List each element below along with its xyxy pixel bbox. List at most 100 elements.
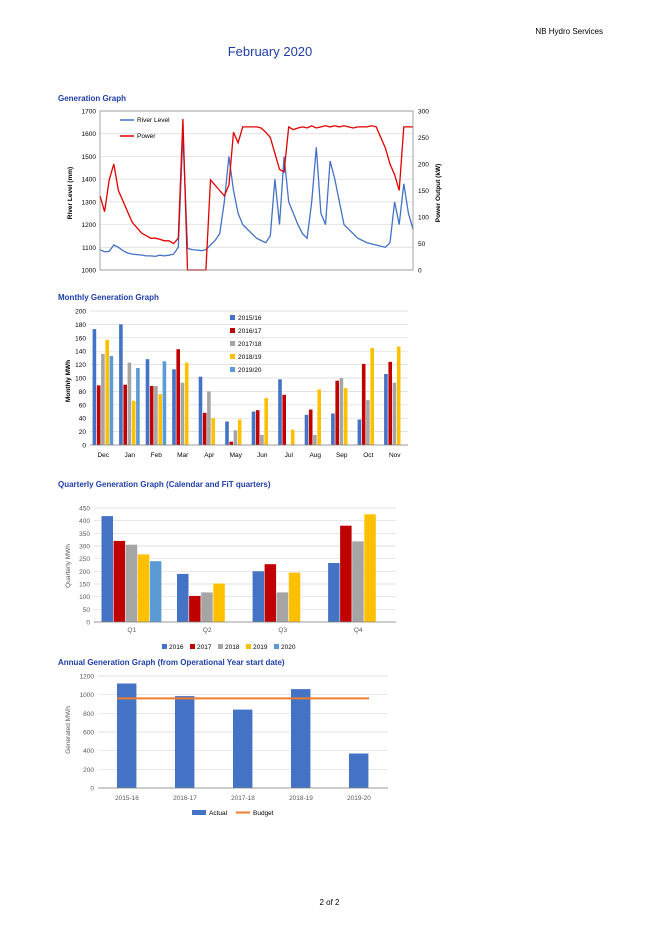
bar-2017/18-Aug — [313, 434, 317, 445]
x-tick-label: Jun — [257, 452, 268, 459]
bar-2015/16-Aug — [304, 414, 309, 445]
bar-2017-Q2 — [189, 595, 201, 622]
x-tick-label: Q4 — [354, 627, 363, 634]
y2-tick-label: 300 — [418, 109, 429, 116]
x-tick-label: Mar — [177, 452, 189, 459]
bar-2017/18-Oct — [366, 400, 370, 445]
bar-2015/16-Feb — [145, 359, 150, 445]
bar-2018/19-Aug — [317, 389, 321, 445]
y-tick-label: 0 — [86, 620, 90, 627]
bar-2018/19-Feb — [158, 394, 162, 445]
bar-2019-Q4 — [364, 514, 376, 622]
bar-2018/19-Jun — [264, 398, 268, 445]
bar-2015/16-Jan — [119, 324, 123, 445]
y-tick-label: 400 — [83, 748, 94, 755]
y-tick-label: 100 — [75, 376, 86, 383]
y-tick-label: 80 — [79, 389, 87, 396]
y-tick-label: 1000 — [80, 692, 95, 699]
y-tick-label: 150 — [79, 582, 90, 589]
y2-tick-label: 200 — [418, 162, 429, 169]
y-tick-label: 0 — [90, 786, 94, 793]
y-tick-label: 300 — [79, 544, 90, 551]
legend-swatch-2016/17 — [230, 328, 235, 333]
x-tick-label: Apr — [204, 452, 215, 459]
bar-2018/19-Jul — [290, 429, 295, 445]
bar-2016/17-Jul — [282, 394, 286, 446]
y-tick-label: 100 — [79, 594, 90, 601]
bar-2017-Q4 — [340, 525, 352, 622]
bar-2018/19-Jan — [131, 400, 136, 445]
bar-2017/18-Nov — [392, 382, 397, 445]
y-tick-label: 400 — [79, 518, 90, 525]
legend-swatch-2017 — [190, 644, 195, 649]
quarterly-chart: 0 50 100 150 200 250 300 350 400 450 Q1 Q2 Q3 Q4 2016… — [65, 506, 396, 651]
x-tick-label: Q1 — [127, 627, 136, 634]
y-tick-label: 1100 — [82, 245, 96, 252]
legend-label-actual: Actual — [209, 810, 228, 817]
y-tick-label: 160 — [75, 335, 86, 342]
bar-2015/16-Sep — [331, 413, 335, 445]
legend-swatch-2018 — [218, 644, 223, 649]
legend-swatch-2019/20 — [230, 367, 235, 372]
bar-Actual-2019-20 — [349, 753, 369, 788]
y-tick-label: 20 — [79, 429, 87, 436]
bar-2015/16-Jul — [278, 379, 282, 445]
bar-2016/17-Aug — [308, 409, 313, 445]
y-axis-title: Monthly MWh — [65, 360, 72, 402]
y-axis-title: Generated MWh — [65, 706, 72, 754]
legend-label-2018: 2018 — [225, 644, 240, 651]
legend-swatch-2019 — [246, 644, 251, 649]
x-tick-label: 2018-19 — [289, 795, 313, 802]
bar-2015/16-Jun — [251, 411, 256, 445]
y-tick-label: 1200 — [82, 222, 97, 229]
bar-2016/17-Apr — [202, 412, 207, 445]
bar-2017/18-Jan — [127, 362, 132, 445]
y-tick-label: 450 — [79, 506, 90, 513]
bar-2016-Q3 — [252, 571, 265, 622]
legend-label-2017/18: 2017/18 — [238, 341, 262, 348]
y-tick-label: 800 — [83, 711, 94, 718]
bar-2019/20-Dec — [109, 355, 114, 445]
quarterly-graph-heading: Quarterly Generation Graph (Calendar and… — [58, 480, 271, 489]
bar-2018/19-Dec — [105, 339, 109, 445]
bar-Actual-2018-19 — [291, 689, 311, 788]
x-tick-label: 2016-17 — [173, 795, 197, 802]
bar-2018-Q1 — [125, 544, 138, 622]
bar-2018/19-Sep — [343, 388, 348, 445]
y-tick-label: 200 — [83, 767, 94, 774]
y-tick-label: 250 — [79, 556, 90, 563]
bar-2016/17-Feb — [149, 386, 154, 445]
x-tick-label: May — [230, 452, 243, 459]
y-tick-label: 1300 — [82, 199, 97, 206]
bar-2015/16-Dec — [92, 329, 97, 445]
bar-2018/19-Oct — [370, 347, 374, 445]
y-axis-title: Quarterly MWh — [65, 544, 72, 588]
y-tick-label: 50 — [83, 607, 91, 614]
y2-tick-label: 50 — [418, 241, 426, 248]
bar-2018/19-Mar — [184, 362, 189, 445]
bar-2020-Q1 — [149, 561, 162, 622]
legend-label-2016/17: 2016/17 — [238, 328, 262, 335]
bar-2018-Q3 — [276, 592, 289, 622]
bar-2018/19-Nov — [396, 346, 401, 445]
bar-2019-Q2 — [213, 583, 225, 622]
bar-2017/18-Sep — [339, 378, 344, 445]
generation-chart: 1000 1100 1200 1300 1400 1500 1600 1700 0 50 100 15… — [67, 109, 442, 275]
legend-label-2020: 2020 — [281, 644, 296, 651]
x-tick-label: 2019-20 — [347, 795, 371, 802]
monthly-chart: 0 20 40 60 80 100 120 140 160 180 200 Dec Jan Feb Mar A… — [65, 309, 408, 459]
y-tick-label: 350 — [79, 531, 90, 538]
x-tick-label: Q3 — [278, 627, 287, 634]
company-name: NB Hydro Services — [535, 27, 603, 36]
bar-2019/20-Jan — [136, 368, 140, 445]
bar-2017/18-Feb — [154, 386, 158, 445]
y-tick-label: 1600 — [82, 131, 97, 138]
bar-2016-Q1 — [101, 516, 113, 622]
legend-label-2018/19: 2018/19 — [238, 354, 262, 361]
page-number: 2 of 2 — [319, 898, 340, 907]
legend-swatch-2016 — [162, 644, 167, 649]
y-tick-label: 1500 — [82, 154, 97, 161]
bar-2015/16-Apr — [198, 376, 203, 445]
bar-2019-Q1 — [137, 554, 150, 622]
y-tick-label: 1000 — [82, 268, 97, 275]
